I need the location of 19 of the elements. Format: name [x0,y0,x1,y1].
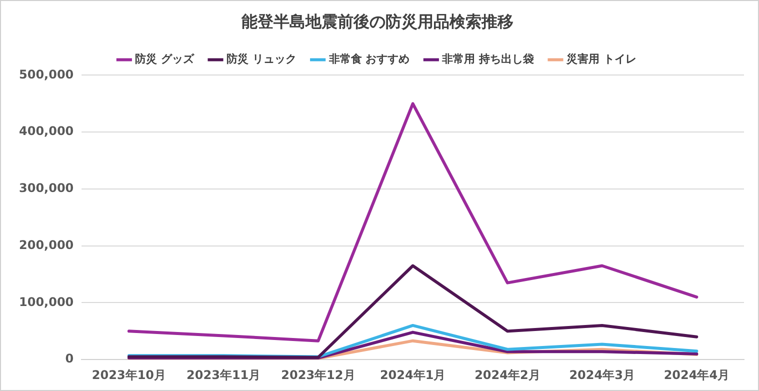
y-tick-label: 500,000 [19,67,74,82]
y-tick-label: 200,000 [19,238,74,252]
x-tick-label: 2024年4月 [664,368,730,382]
legend-label: 非常食 おすすめ [328,52,410,66]
x-tick-label: 2024年1月 [380,368,446,382]
legend-label: 非常用 持ち出し袋 [441,52,534,66]
x-tick-label: 2023年12月 [281,368,356,382]
y-tick-label: 100,000 [19,294,74,309]
x-tick-label: 2024年2月 [474,368,540,382]
chart-title: 能登半島地震前後の防災用品検索推移 [242,12,514,31]
x-tick-label: 2024年3月 [569,368,635,382]
legend-label: 防災 グッズ [135,52,196,66]
x-tick-label: 2023年11月 [186,368,261,382]
y-tick-label: 0 [65,352,74,366]
x-tick-label: 2023年10月 [92,368,166,382]
legend-label: 災害用 トイレ [565,52,636,66]
y-tick-label: 400,000 [19,124,74,138]
legend-label: 防災 リュック [226,52,296,66]
y-tick-label: 300,000 [19,181,74,196]
